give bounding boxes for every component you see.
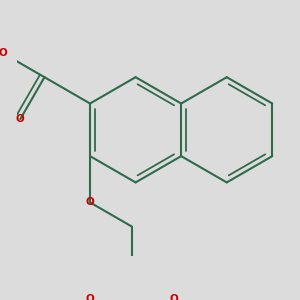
Text: O: O — [169, 294, 178, 300]
Text: O: O — [86, 197, 94, 207]
Text: O: O — [86, 294, 94, 300]
Text: O: O — [0, 48, 7, 58]
Text: O: O — [16, 114, 25, 124]
